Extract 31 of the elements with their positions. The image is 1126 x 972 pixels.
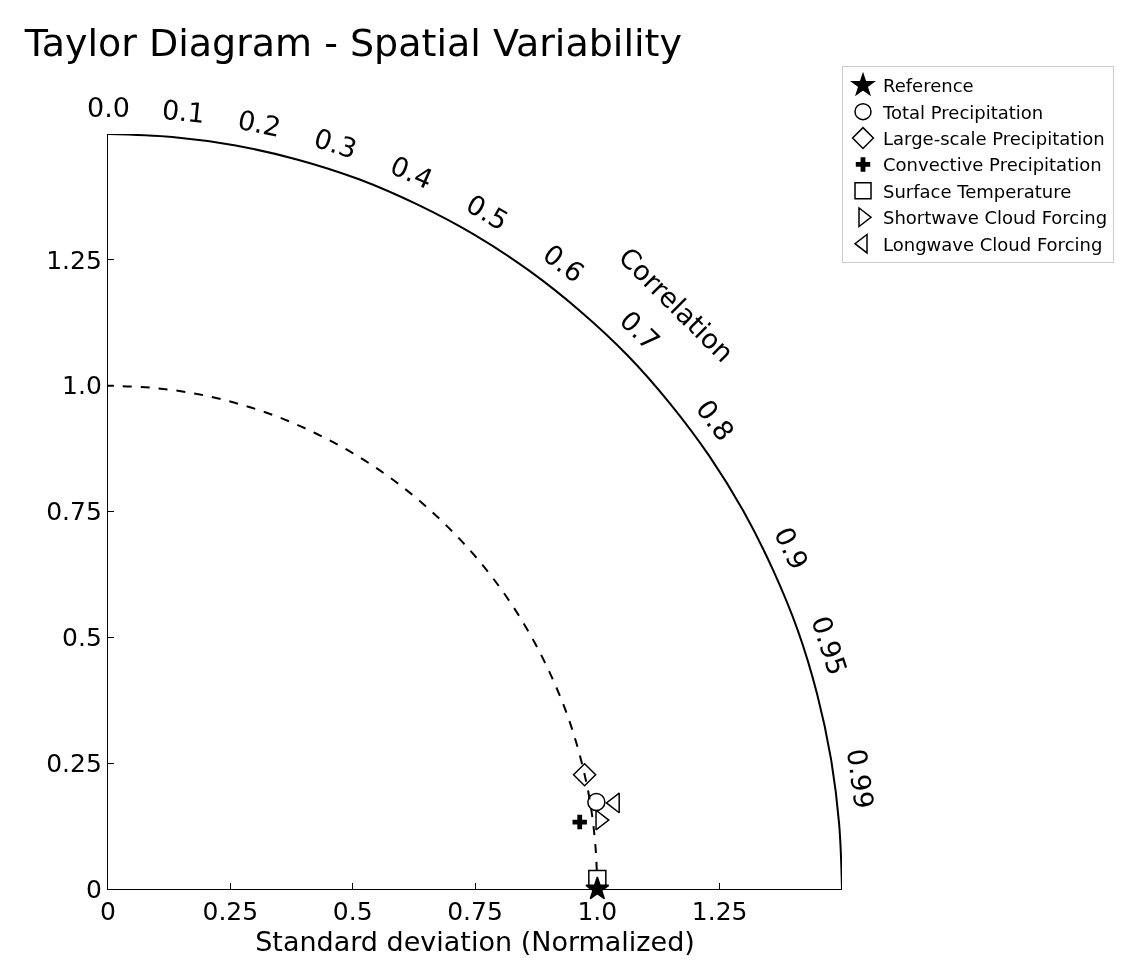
annotation: 0.99 bbox=[840, 746, 880, 811]
annotation: 0.5 bbox=[461, 188, 514, 237]
annotation: 0.2 bbox=[235, 103, 284, 143]
annotation: 0.3 bbox=[310, 122, 361, 165]
text: 0.1 bbox=[160, 93, 207, 130]
x-tick-label: 1.0 bbox=[577, 897, 618, 927]
y-tick-label: 0.75 bbox=[46, 497, 102, 527]
y-tick-label: 0 bbox=[85, 874, 102, 904]
annotation: 0.95 bbox=[805, 612, 854, 679]
x-tick-label: 0.75 bbox=[447, 897, 503, 927]
annotation: 0.6 bbox=[537, 238, 591, 289]
y-tick-label: 0.25 bbox=[46, 748, 102, 778]
y-tick-label: 1.25 bbox=[46, 245, 102, 275]
x-axis-title: Standard deviation (Normalized) bbox=[255, 926, 695, 958]
y-tick-label: 1.0 bbox=[62, 371, 102, 401]
chart-title: Taylor Diagram - Spatial Variability bbox=[23, 20, 682, 65]
annotation: 0.8 bbox=[690, 393, 741, 447]
x-tick-label: 0.5 bbox=[332, 897, 373, 927]
legend-label: Surface Temperature bbox=[883, 180, 1072, 202]
legend-label: Longwave Cloud Forcing bbox=[883, 233, 1103, 255]
legend-label: Large-scale Precipitation bbox=[883, 128, 1105, 150]
legend-label: Reference bbox=[883, 75, 974, 97]
legend-label: Convective Precipitation bbox=[883, 154, 1102, 176]
x-tick-label: 1.25 bbox=[691, 897, 748, 927]
x-tick-label: 0.25 bbox=[202, 897, 259, 927]
annotation: 0.4 bbox=[385, 149, 438, 196]
annotation: 0.9 bbox=[768, 522, 815, 575]
legend-label: Total Precipitation bbox=[882, 101, 1044, 123]
y-tick-label: 0.5 bbox=[62, 623, 102, 653]
text: 0.0 bbox=[87, 92, 130, 123]
legend-label: Shortwave Cloud Forcing bbox=[883, 207, 1108, 229]
